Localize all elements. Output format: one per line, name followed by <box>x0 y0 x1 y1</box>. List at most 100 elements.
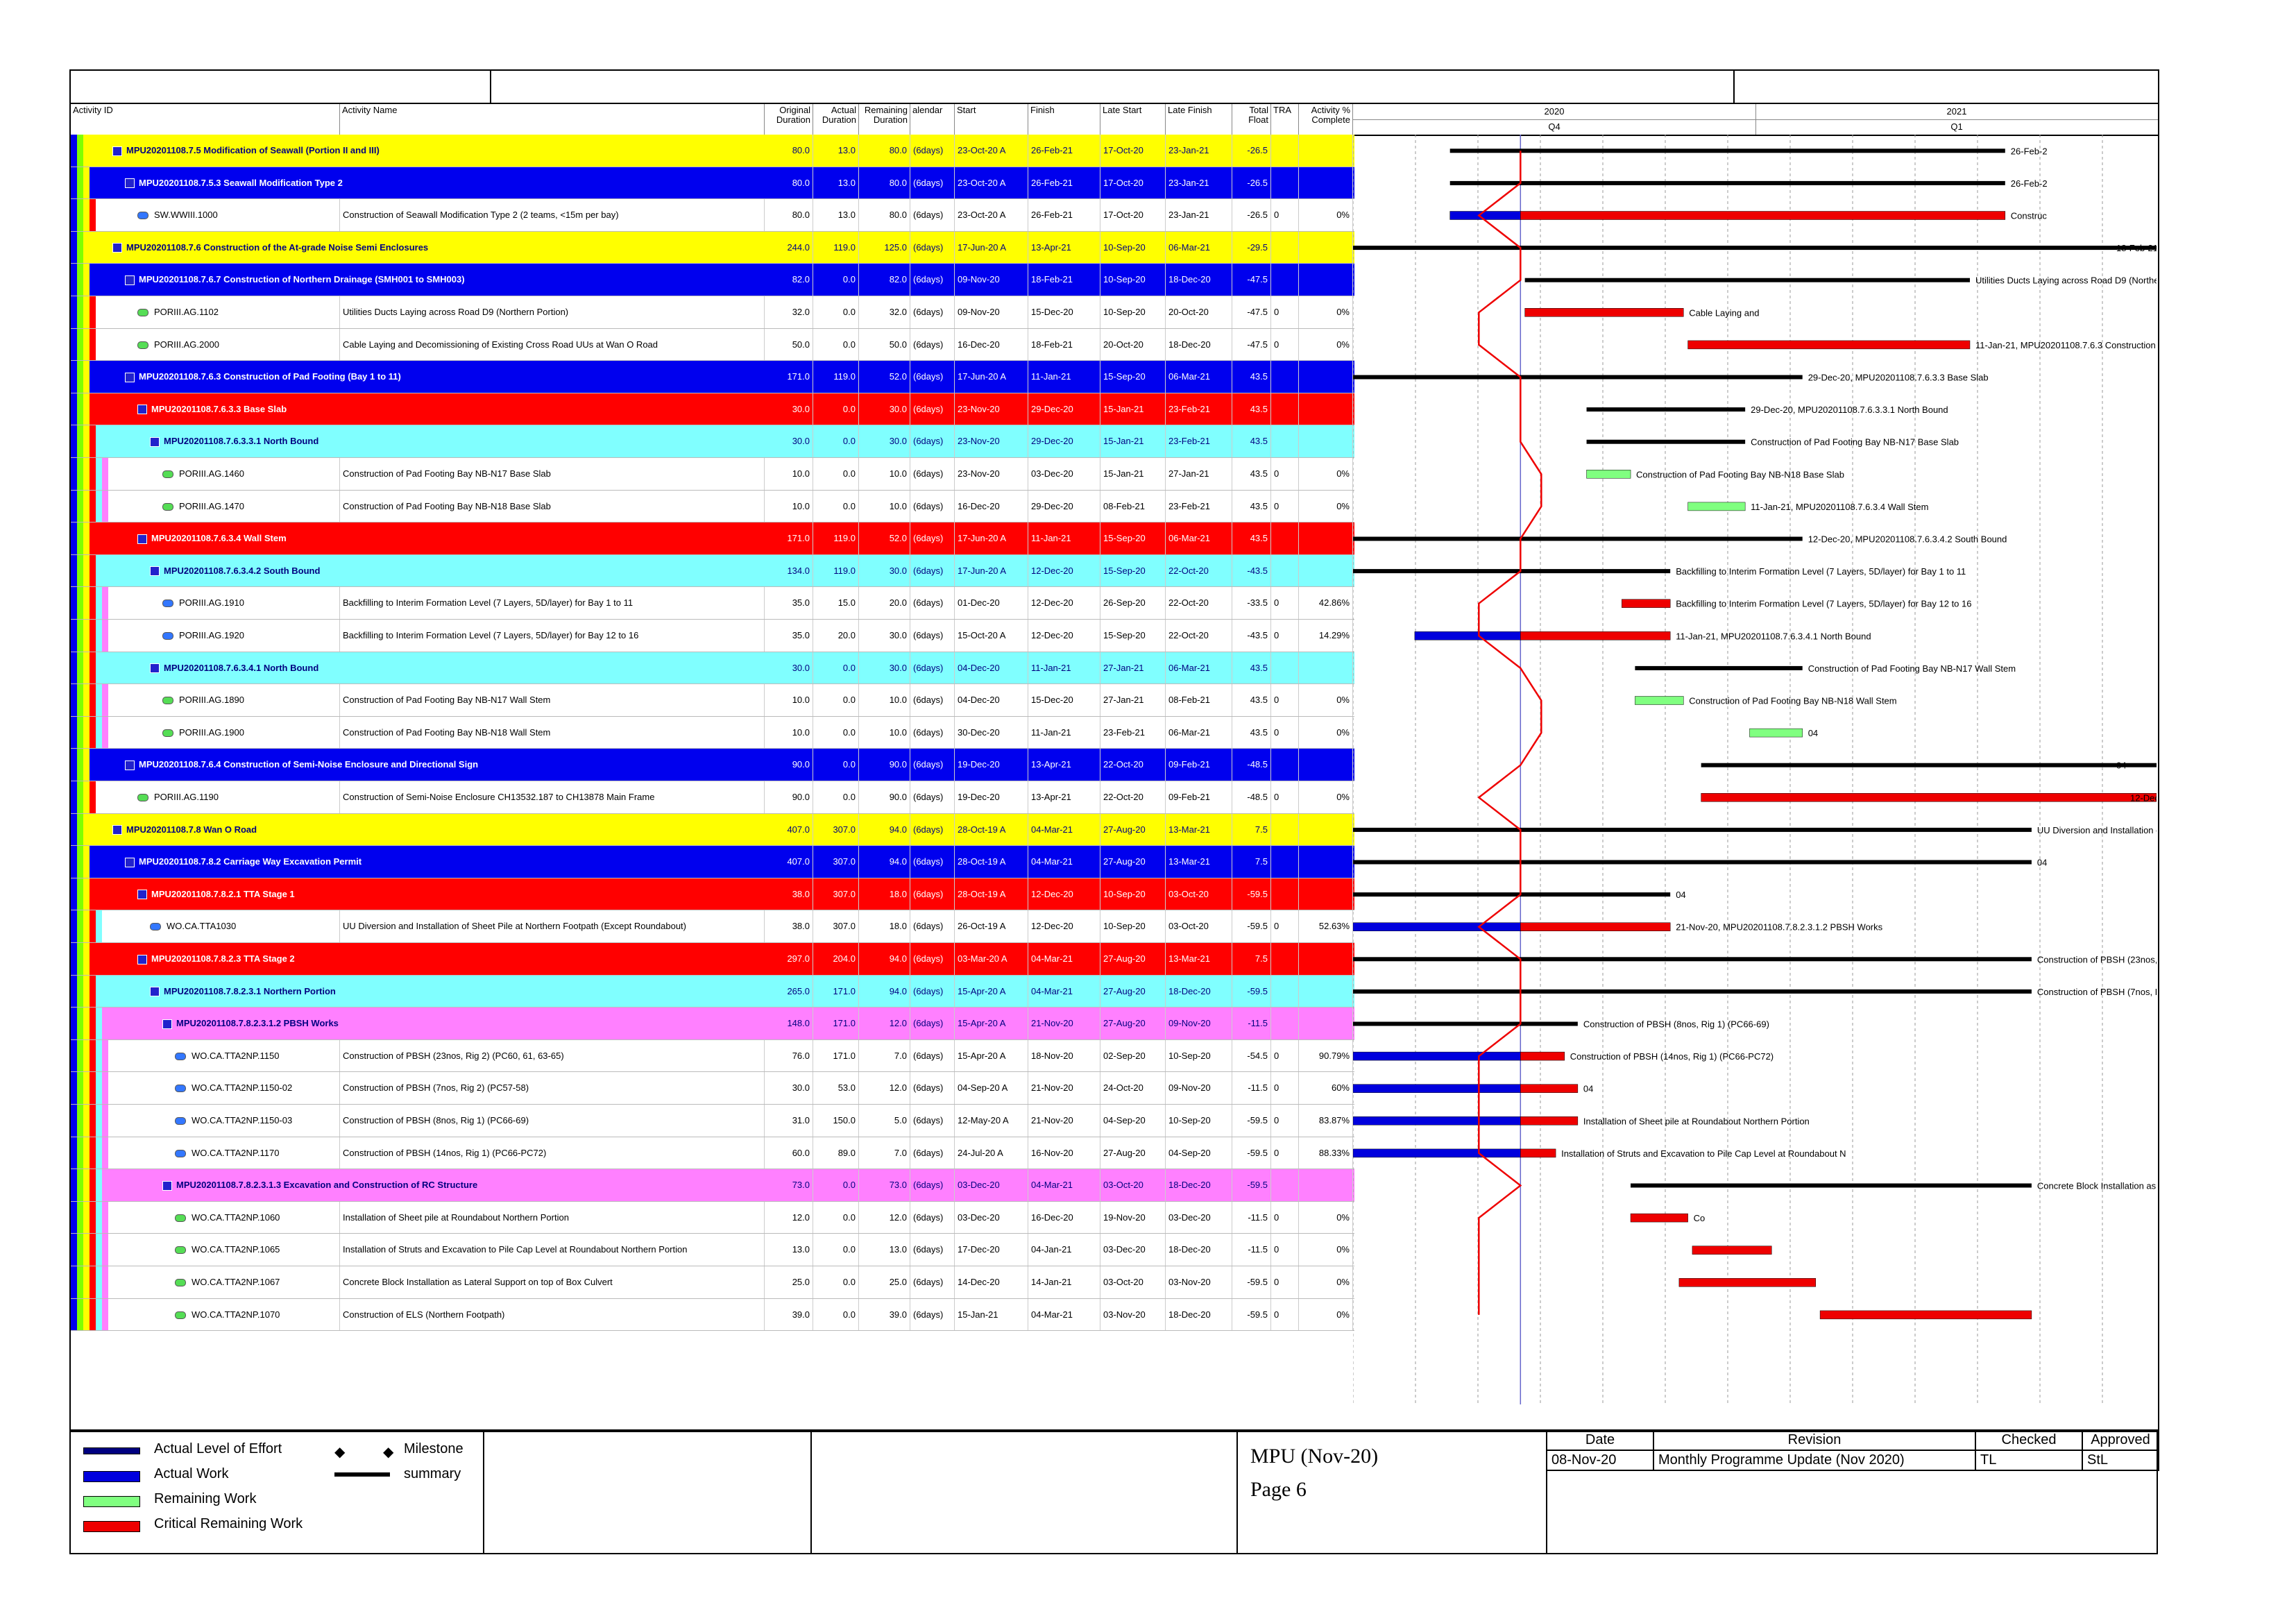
wbs-node-icon[interactable] <box>112 146 122 156</box>
wbs-row[interactable]: MPU20201108.7.6.3.3.1 North Bound 30.0 0.0… <box>71 425 1354 458</box>
activity-row[interactable]: PORIII.AG.2000 Cable Laying and Decomissi… <box>71 328 1354 362</box>
activity-id-text: PORIII.AG.1910 <box>179 597 244 609</box>
wbs-node-icon[interactable] <box>162 1180 172 1191</box>
cell-tra: 0 <box>1271 1137 1299 1169</box>
outline-indent-stripe <box>90 1039 96 1072</box>
activity-row[interactable]: WO.CA.TTA2NP.1150-03 Construction of PBSH… <box>71 1105 1354 1137</box>
activity-row[interactable]: PORIII.AG.1910 Backfilling to Interim For… <box>71 587 1354 620</box>
wbs-row[interactable]: MPU20201108.7.6.7 Construction of Northe… <box>71 264 1354 296</box>
activity-row[interactable]: WO.CA.TTA2NP.1170 Construction of PBSH (1… <box>71 1137 1354 1170</box>
wbs-row[interactable]: MPU20201108.7.8.2.3.1.3 Excavation and C… <box>71 1169 1354 1202</box>
wbs-node-icon[interactable] <box>150 987 160 997</box>
activity-row[interactable]: WO.CA.TTA2NP.1065 Installation of Struts … <box>71 1234 1354 1266</box>
gantt-label: Construc <box>2011 211 2048 221</box>
wbs-row[interactable]: MPU20201108.7.8.2.3 TTA Stage 2 297.0 204.… <box>71 943 1354 976</box>
cell-tra <box>1271 231 1299 264</box>
wbs-row[interactable]: MPU20201108.7.8.2 Carriage Way Excavatio… <box>71 846 1354 878</box>
cell-start: 15-Apr-20 A <box>955 1039 1028 1072</box>
wbs-node-icon[interactable] <box>125 760 135 770</box>
col-late-start[interactable]: Late Start <box>1100 104 1166 135</box>
wbs-node-icon[interactable] <box>137 405 147 415</box>
wbs-node-icon[interactable] <box>125 275 135 285</box>
wbs-node-icon[interactable] <box>112 243 122 253</box>
outline-indent-stripe <box>90 910 96 942</box>
col-original-duration[interactable]: Original Duration <box>765 104 813 135</box>
wbs-node-icon[interactable] <box>150 566 160 577</box>
wbs-row[interactable]: MPU20201108.7.8.2.3.1 Northern Portion 26… <box>71 975 1354 1008</box>
col-finish[interactable]: Finish <box>1028 104 1100 135</box>
activity-row[interactable]: PORIII.AG.1102 Utilities Ducts Laying acr… <box>71 296 1354 329</box>
wbs-row[interactable]: MPU20201108.7.6 Construction of the At-g… <box>71 231 1354 264</box>
wbs-row[interactable]: MPU20201108.7.8 Wan O Road 407.0 307.0 94.0… <box>71 813 1354 847</box>
activity-row[interactable]: SW.WWIII.1000 Construction of Seawall Mod… <box>71 199 1354 232</box>
outline-indent-stripe <box>83 1201 90 1234</box>
col-total-float[interactable]: Total Float <box>1232 104 1271 135</box>
cell-lf: 23-Jan-21 <box>1166 199 1232 231</box>
outline-indent-stripe <box>77 910 83 942</box>
wbs-node-icon[interactable] <box>137 890 147 900</box>
activity-row[interactable]: WO.CA.TTA2NP.1150-02 Construction of PBSH… <box>71 1072 1354 1105</box>
wbs-node-icon[interactable] <box>125 372 135 382</box>
activity-row[interactable]: WO.CA.TTA2NP.1060 Installation of Sheet p… <box>71 1201 1354 1234</box>
col-percent-complete[interactable]: Activity % Complete <box>1299 104 1353 135</box>
activity-row[interactable]: WO.CA.TTA1030 UU Diversion and Installati… <box>71 910 1354 943</box>
outline-indent-stripe <box>96 1298 102 1331</box>
wbs-row[interactable]: MPU20201108.7.6.3.4.2 South Bound 134.0 11… <box>71 554 1354 588</box>
wbs-node-icon[interactable] <box>162 1019 172 1029</box>
wbs-node-icon[interactable] <box>150 436 160 447</box>
wbs-row[interactable]: MPU20201108.7.6.4 Construction of Semi-N… <box>71 749 1354 781</box>
col-tra[interactable]: TRA <box>1271 104 1299 135</box>
wbs-row[interactable]: MPU20201108.7.8.2.3.1.2 PBSH Works 148.0 1… <box>71 1008 1354 1040</box>
cell-start: 17-Dec-20 <box>955 1234 1028 1266</box>
activity-row[interactable]: WO.CA.TTA2NP.1070 Construction of ELS (No… <box>71 1298 1354 1332</box>
cell-cal: (6days) <box>910 361 955 393</box>
col-remaining-duration[interactable]: Remaining Duration <box>859 104 910 135</box>
cell-pct: 0% <box>1299 296 1353 328</box>
activity-row[interactable]: WO.CA.TTA2NP.1067 Concrete Block Installa… <box>71 1266 1354 1299</box>
col-activity-id[interactable]: Activity ID <box>71 104 340 135</box>
activity-id-text: PORIII.AG.1190 <box>154 792 219 802</box>
wbs-node-icon[interactable] <box>137 534 147 544</box>
wbs-row[interactable]: MPU20201108.7.6.3 Construction of Pad Fo… <box>71 361 1354 393</box>
cell-pct <box>1299 813 1353 846</box>
cell-finish: 13-Apr-21 <box>1028 749 1100 781</box>
col-start[interactable]: Start <box>955 104 1028 135</box>
activity-row[interactable]: WO.CA.TTA2NP.1150 Construction of PBSH (2… <box>71 1039 1354 1073</box>
cell-start: 16-Dec-20 <box>955 490 1028 522</box>
task-icon <box>162 729 173 737</box>
activity-row[interactable]: PORIII.AG.1890 Construction of Pad Footin… <box>71 684 1354 717</box>
col-actual-duration[interactable]: Actual Duration <box>813 104 859 135</box>
wbs-row[interactable]: MPU20201108.7.8.2.1 TTA Stage 1 38.0 307.0… <box>71 878 1354 911</box>
cell-cal: (6days) <box>910 328 955 361</box>
wbs-row[interactable]: MPU20201108.7.6.3.4 Wall Stem 171.0 119.0 5… <box>71 522 1354 555</box>
rev-header-approved: Approved <box>2082 1429 2159 1451</box>
outline-indent-stripe <box>96 458 102 490</box>
cell-pct: 0% <box>1299 1234 1353 1266</box>
activity-row[interactable]: PORIII.AG.1190 Construction of Semi-Noise… <box>71 781 1354 814</box>
activity-row[interactable]: PORIII.AG.1460 Construction of Pad Footin… <box>71 458 1354 491</box>
wbs-row[interactable]: MPU20201108.7.6.3.4.1 North Bound 30.0 0.0… <box>71 652 1354 685</box>
wbs-node-icon[interactable] <box>125 857 135 867</box>
outline-indent-stripe <box>77 199 83 231</box>
wbs-row[interactable]: MPU20201108.7.5.3 Seawall Modification T… <box>71 167 1354 200</box>
wbs-row[interactable]: MPU20201108.7.6.3.3 Base Slab 30.0 0.0 30.0… <box>71 393 1354 426</box>
col-calendar[interactable]: alendar <box>910 104 955 135</box>
col-late-finish[interactable]: Late Finish <box>1166 104 1232 135</box>
outline-indent-stripe <box>71 393 77 425</box>
activity-row[interactable]: PORIII.AG.1900 Construction of Pad Footin… <box>71 716 1354 749</box>
cell-activity-id: PORIII.AG.1920 <box>160 620 340 652</box>
wbs-node-icon[interactable] <box>137 954 147 965</box>
outline-indent-stripe <box>96 1266 102 1298</box>
cell-cal: (6days) <box>910 458 955 490</box>
wbs-node-icon[interactable] <box>150 663 160 674</box>
legend-actual-work: Actual Work <box>154 1466 229 1481</box>
wbs-row[interactable]: MPU20201108.7.5 Modification of Seawall … <box>71 135 1354 167</box>
cell-finish: 18-Feb-21 <box>1028 264 1100 296</box>
activity-row[interactable]: PORIII.AG.1920 Backfilling to Interim For… <box>71 620 1354 652</box>
wbs-node-icon[interactable] <box>125 178 135 189</box>
wbs-node-icon[interactable] <box>112 825 122 835</box>
cell-ad: 13.0 <box>813 135 859 167</box>
col-activity-name[interactable]: Activity Name <box>340 104 765 135</box>
activity-row[interactable]: PORIII.AG.1470 Construction of Pad Footin… <box>71 490 1354 523</box>
cell-finish: 04-Mar-21 <box>1028 813 1100 846</box>
